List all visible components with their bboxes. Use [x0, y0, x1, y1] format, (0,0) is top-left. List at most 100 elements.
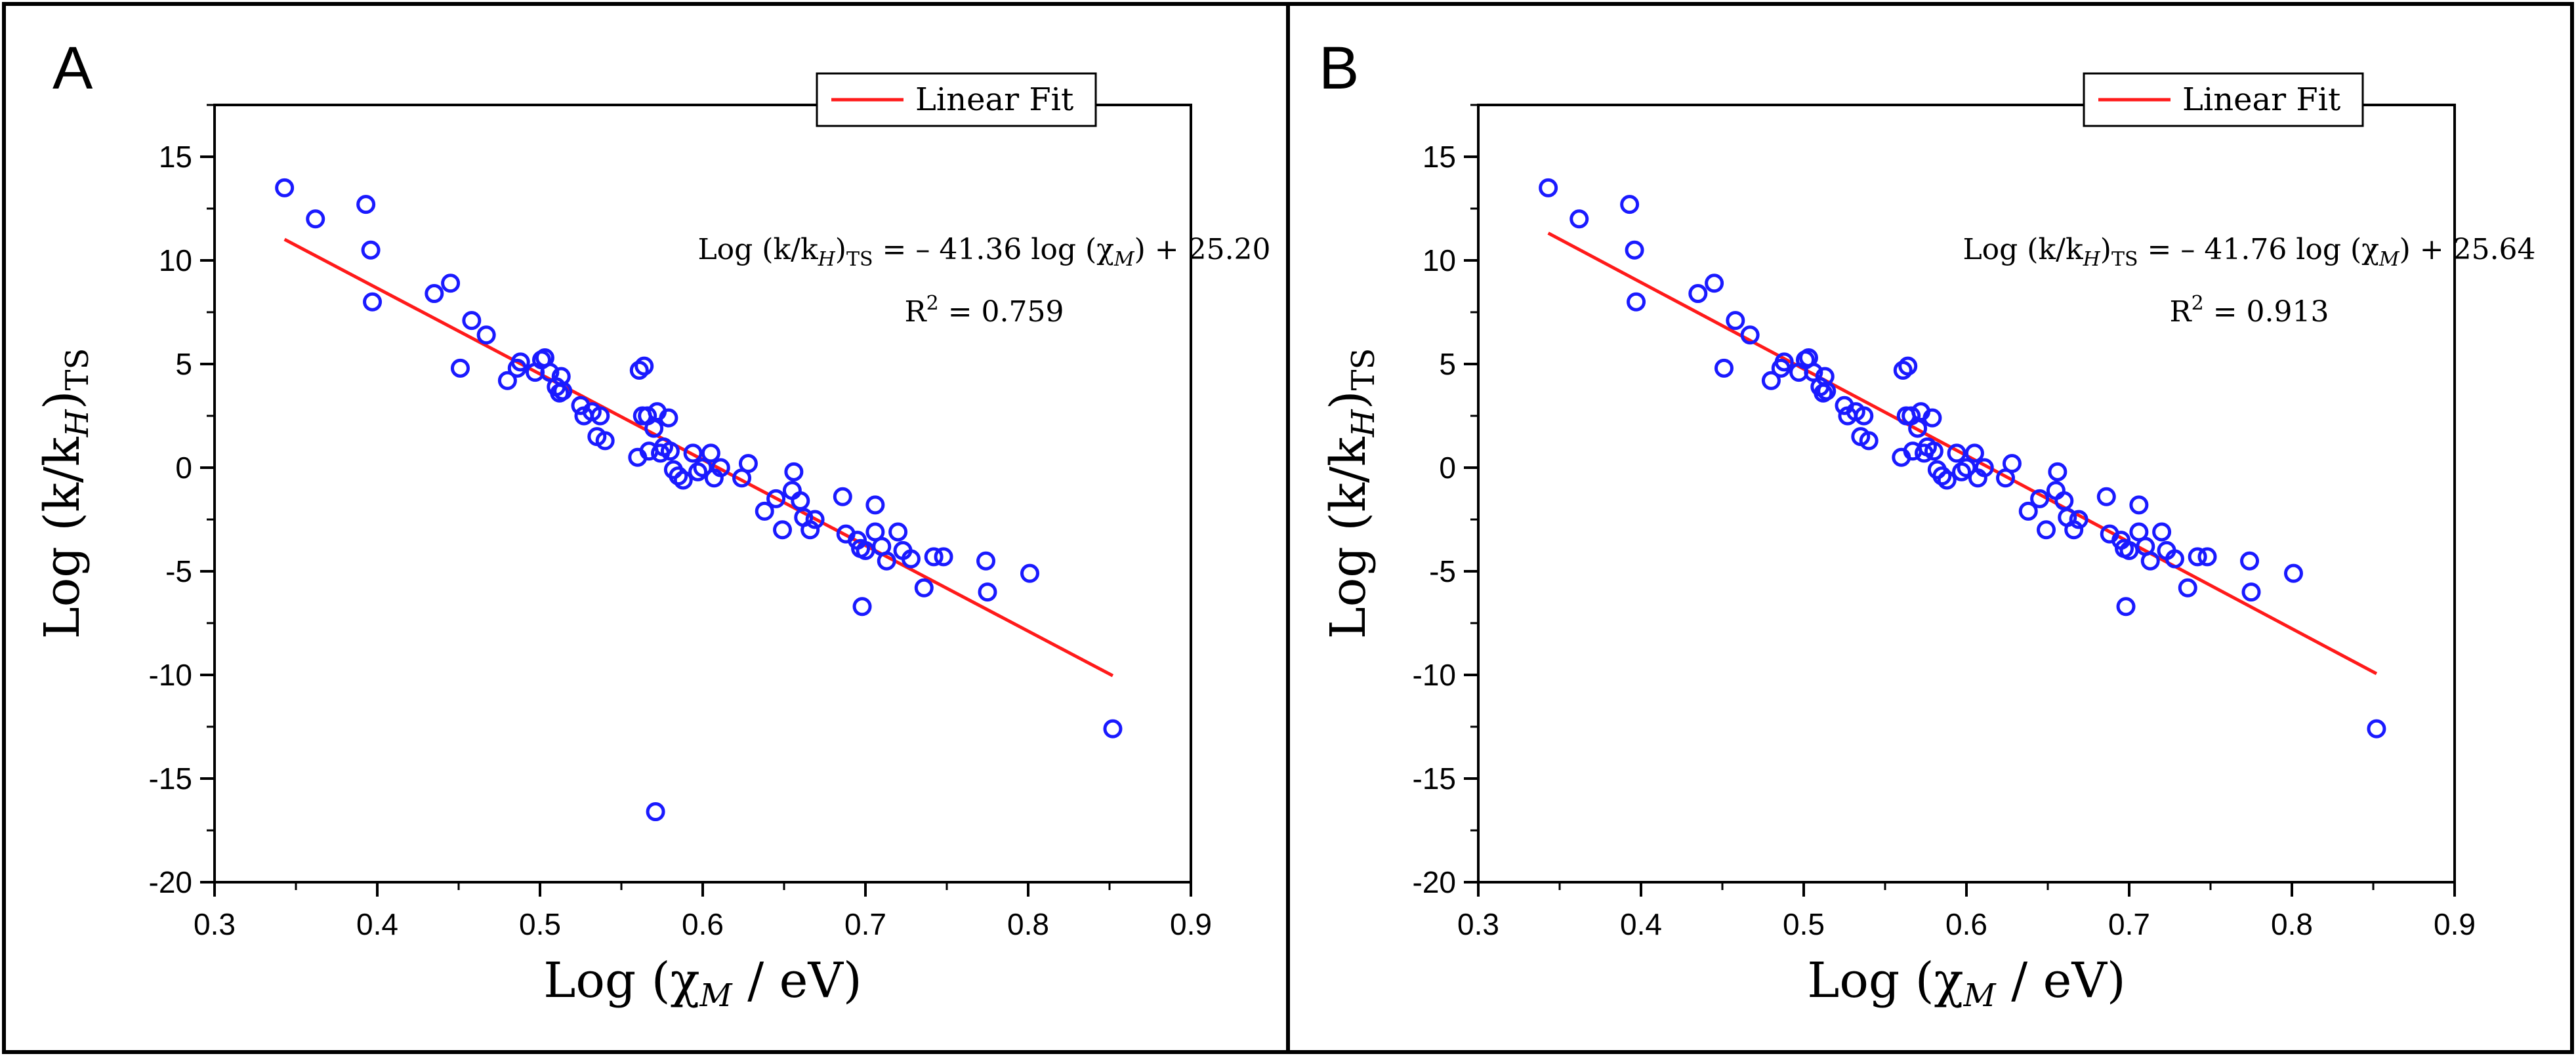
- data-point: [1705, 274, 1724, 293]
- data-point: [2178, 578, 2197, 598]
- data-point: [693, 458, 713, 477]
- data-point: [1957, 458, 1976, 477]
- data-point: [755, 501, 774, 521]
- x-tick-label: 0.6: [1945, 907, 1987, 941]
- y-tick-label: 15: [1423, 140, 1456, 174]
- data-point: [1761, 371, 1781, 390]
- data-point: [510, 352, 530, 372]
- data-point: [1932, 466, 1952, 486]
- x-tick-label: 0.9: [1170, 907, 1212, 941]
- legend: Linear Fit: [2083, 72, 2364, 127]
- y-axis-label: Log (k/kH)TS: [34, 348, 96, 640]
- data-point: [1922, 408, 1942, 428]
- data-point: [978, 582, 997, 602]
- data-point: [934, 547, 953, 567]
- x-tick-label: 0.8: [1007, 907, 1049, 941]
- data-point: [659, 408, 678, 428]
- y-tick-label: -15: [1413, 762, 1456, 796]
- legend-label: Linear Fit: [915, 81, 1073, 118]
- data-point: [497, 371, 517, 390]
- fit-equation: Log (k/kH)TS = – 41.76 log (χM) + 25.64: [1963, 233, 2535, 271]
- x-tick-label: 0.7: [2108, 907, 2150, 941]
- data-point: [888, 522, 908, 542]
- data-point: [306, 209, 325, 229]
- data-point: [2241, 582, 2261, 602]
- data-point: [852, 597, 872, 617]
- panel-label: A: [52, 35, 93, 102]
- data-point: [1893, 360, 1913, 380]
- x-axis-label: Log (χM / eV): [543, 952, 862, 1014]
- data-point: [2002, 454, 2022, 474]
- x-tick-label: 0.8: [2271, 907, 2313, 941]
- data-point: [1947, 443, 1966, 463]
- x-tick-label: 0.6: [682, 907, 724, 941]
- x-tick-label: 0.4: [356, 907, 398, 941]
- x-tick-label: 0.7: [844, 907, 886, 941]
- y-tick-label: 0: [1439, 451, 1456, 485]
- x-tick-label: 0.3: [1457, 907, 1499, 941]
- data-point: [2096, 487, 2116, 506]
- data-point: [877, 551, 896, 571]
- x-axis-label: Log (χM / eV): [1807, 952, 2126, 1014]
- data-point: [441, 274, 461, 293]
- data-point: [1859, 431, 1879, 451]
- y-tick-label: 15: [159, 140, 192, 174]
- y-tick-label: -5: [1429, 554, 1456, 588]
- data-point: [1714, 358, 1734, 378]
- y-tick-label: 5: [1439, 347, 1456, 381]
- y-axis-label: Log (k/kH)TS: [1320, 348, 1382, 640]
- linear-fit-line: [1547, 232, 2378, 676]
- x-tick-label: 0.5: [519, 907, 561, 941]
- data-point: [901, 549, 921, 569]
- data-point: [2152, 522, 2172, 542]
- panel-label: B: [1319, 35, 1359, 102]
- data-point: [1726, 311, 1745, 331]
- r-squared: R2 = 0.913: [2169, 292, 2329, 329]
- data-point: [2165, 549, 2184, 569]
- legend-box: [2083, 72, 2364, 127]
- data-point: [2367, 719, 2386, 739]
- data-point: [1937, 470, 1957, 490]
- data-point: [738, 454, 758, 474]
- data-point: [784, 462, 804, 481]
- data-point: [924, 547, 944, 567]
- legend: Linear Fit: [816, 72, 1097, 127]
- data-point: [363, 292, 383, 312]
- data-point: [553, 381, 573, 401]
- x-tick-label: 0.9: [2434, 907, 2476, 941]
- y-tick-label: 0: [175, 451, 192, 485]
- data-point: [2037, 520, 2056, 540]
- data-point: [2069, 510, 2088, 529]
- data-point: [591, 406, 610, 426]
- data-point: [669, 466, 688, 486]
- data-point: [1103, 719, 1123, 739]
- data-point: [660, 441, 680, 461]
- data-point: [688, 462, 708, 481]
- data-point: [701, 443, 720, 463]
- data-point: [2116, 597, 2136, 617]
- data-point: [2140, 551, 2160, 571]
- data-point: [1898, 356, 1918, 376]
- data-point: [805, 510, 825, 529]
- y-tick-label: -15: [149, 762, 192, 796]
- data-point: [275, 178, 295, 197]
- panel-a: A 0.3 0.4 0.5 0.6 0.7 0.8 0.9 -20 -15 -10 -5 0 5 10 15 L…: [34, 35, 1271, 1014]
- data-point: [634, 356, 654, 376]
- data-point: [361, 240, 381, 260]
- y-tick-label: 10: [159, 243, 192, 277]
- data-point: [1627, 292, 1646, 312]
- x-tick-label: 0.5: [1783, 907, 1825, 941]
- data-point: [2283, 563, 2303, 583]
- data-point: [425, 284, 444, 304]
- r-squared: R2 = 0.759: [904, 292, 1064, 329]
- y-tick-label: -10: [1413, 658, 1456, 692]
- data-point: [1569, 209, 1589, 229]
- data-point: [1964, 443, 1984, 463]
- data-point: [450, 358, 470, 378]
- data-point: [1817, 381, 1837, 401]
- data-point: [2030, 489, 2050, 508]
- data-point: [2188, 547, 2207, 567]
- data-point: [646, 802, 665, 822]
- data-point: [2197, 547, 2217, 567]
- data-point: [2048, 462, 2067, 481]
